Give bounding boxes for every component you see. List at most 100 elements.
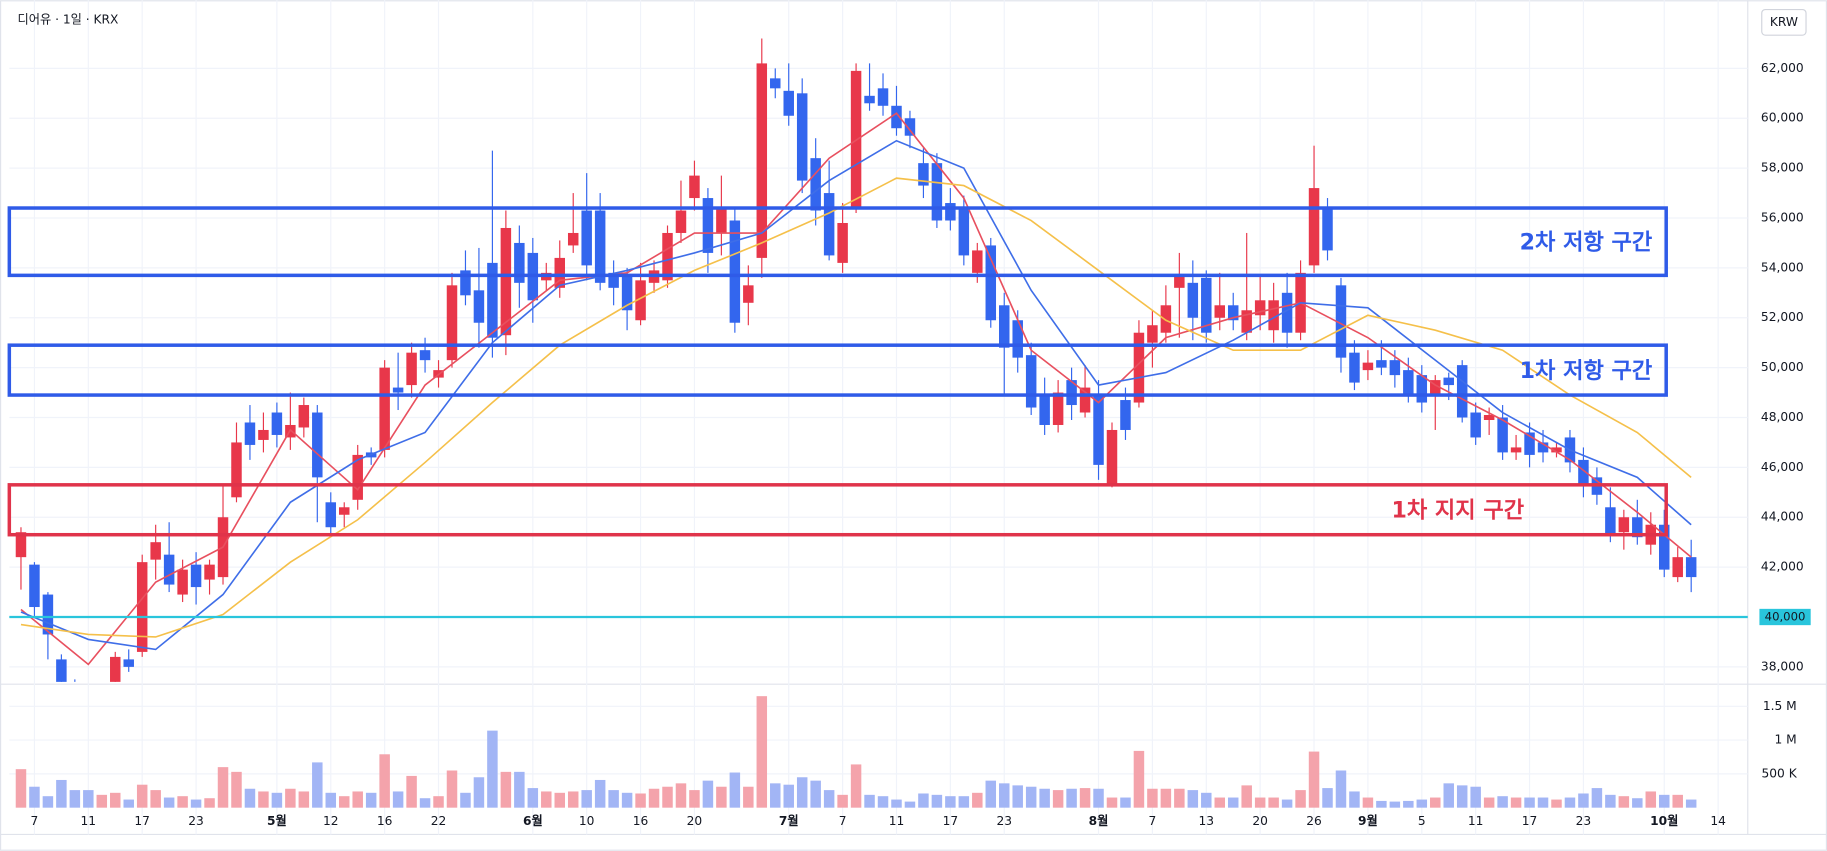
moving-average	[20, 112, 1692, 666]
volume-bar	[419, 798, 431, 808]
price-line-label: 40,000	[1765, 610, 1806, 624]
volume-bar	[1174, 788, 1185, 808]
volume-bar	[729, 772, 741, 808]
x-tick-label: 8월	[1089, 813, 1109, 828]
volume-bar	[1227, 797, 1239, 808]
candle-body	[1483, 415, 1495, 420]
x-tick-label: 20	[687, 814, 703, 828]
x-tick-label: 7	[31, 814, 39, 828]
candle-body	[473, 290, 485, 323]
candle-body	[783, 90, 794, 116]
candle-body	[1187, 282, 1199, 318]
x-tick-label: 16	[633, 814, 649, 828]
candle-body	[1672, 557, 1683, 578]
volume-bar	[1591, 788, 1603, 808]
price-line-label-box	[1759, 608, 1811, 626]
volume-bar	[823, 790, 835, 808]
y-tick-label: 50,000	[1761, 360, 1804, 374]
x-tick-label: 22	[431, 814, 447, 828]
volume-bar	[298, 791, 310, 808]
candle-body	[1201, 277, 1212, 333]
volume-bar	[850, 764, 862, 808]
candle-body	[1362, 362, 1374, 371]
candle-body	[608, 272, 619, 288]
volume-bar	[1416, 799, 1428, 808]
overlay: 7 11 17 23 5월 12 16 22 6월 10 16 20 7월 7 11 17 23 8월 7 13 20 2…	[7, 61, 1811, 828]
candle-body	[1268, 300, 1279, 331]
candle-body	[918, 163, 929, 186]
x-tick-label: 23	[996, 814, 1012, 828]
candle-body	[1039, 395, 1050, 425]
candle-body	[298, 405, 310, 428]
volume-bar	[796, 777, 808, 808]
candle-body	[1052, 392, 1064, 425]
zone-box	[7, 343, 1668, 397]
candle-body	[567, 232, 579, 246]
volume-bar	[217, 767, 229, 808]
candle-body	[1079, 387, 1091, 413]
volume-bar	[770, 783, 781, 808]
candle-body	[1685, 557, 1697, 578]
candle-body	[1120, 400, 1131, 430]
volume-bar	[1659, 794, 1670, 808]
volume-bar	[756, 696, 768, 808]
zone-box	[7, 483, 1668, 537]
candle-body	[1659, 524, 1670, 570]
zone-label: 2차 저항 구간	[1520, 229, 1653, 255]
candle-body	[500, 227, 512, 336]
candle-body	[675, 210, 687, 233]
volume-bar	[69, 790, 81, 808]
candle-body	[1227, 305, 1239, 321]
y-tick-label: 60,000	[1761, 111, 1804, 125]
zone-label: 1차 저항 구간	[1520, 358, 1653, 384]
candle-body	[1403, 370, 1414, 396]
volume-bar	[877, 796, 889, 808]
volume-bar	[810, 780, 821, 808]
volume-bar	[56, 779, 67, 808]
candle-body	[594, 210, 606, 283]
candle-body	[689, 175, 700, 199]
candle-body	[487, 262, 498, 338]
volume-tick-label: 1 M	[1775, 733, 1797, 747]
y-tick-label: 38,000	[1761, 659, 1804, 673]
candle-body	[904, 118, 916, 136]
volume-bar	[1497, 796, 1508, 808]
volume-bar	[1443, 783, 1454, 808]
y-tick-label: 52,000	[1761, 310, 1804, 324]
x-tick-label: 10	[579, 814, 595, 828]
candle-body	[460, 270, 471, 296]
volume-bar	[675, 783, 687, 808]
candle-body	[945, 203, 956, 221]
candle-body	[1632, 517, 1643, 538]
candle-body	[662, 232, 673, 281]
x-tick-label: 11	[1468, 814, 1484, 828]
volume-bar	[460, 792, 471, 808]
moving-average	[20, 177, 1692, 638]
candle-body	[972, 250, 983, 273]
candle-body	[42, 594, 54, 635]
volume-bar	[1093, 788, 1104, 808]
volume-tick-label: 500 K	[1761, 766, 1797, 780]
volume-bar	[1456, 785, 1468, 808]
volume-bar	[1335, 770, 1347, 808]
x-tick-label: 12	[323, 814, 339, 828]
x-tick-label: 9월	[1358, 813, 1378, 828]
candle-body	[1497, 417, 1508, 453]
volume-bar	[689, 790, 700, 808]
candle-body	[1214, 305, 1225, 318]
candle-body	[244, 422, 256, 445]
x-tick-label: 20	[1252, 814, 1268, 828]
currency: KRW	[1770, 15, 1798, 29]
candle-body	[999, 305, 1010, 348]
candle-body	[325, 502, 337, 528]
volume-bar	[1133, 750, 1145, 808]
moving-average	[20, 139, 1692, 651]
y-tick-label: 44,000	[1761, 510, 1804, 524]
volume-bar	[1160, 788, 1172, 808]
volume-bar	[487, 730, 498, 808]
candle-body	[110, 656, 121, 682]
candle-body	[419, 350, 431, 361]
candle-body	[1430, 380, 1441, 396]
candle-body	[514, 242, 525, 283]
